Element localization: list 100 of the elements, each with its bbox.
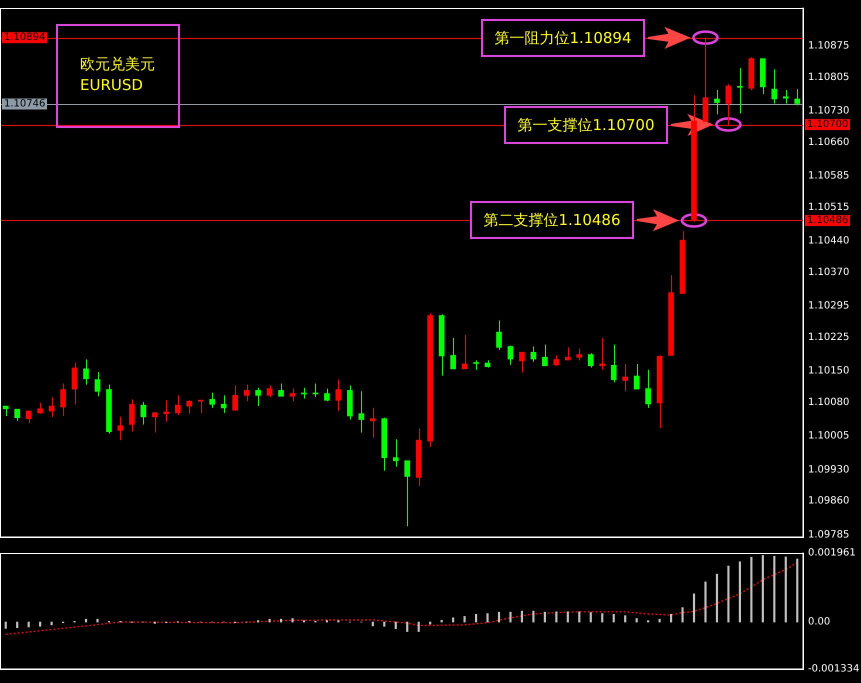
candlestick [266,384,272,398]
bar [474,614,478,622]
bar [566,611,569,622]
bar [636,618,638,622]
bar [716,574,718,622]
bar [464,616,466,622]
bar [727,566,730,622]
bar [658,618,661,622]
bar [509,612,512,622]
candlestick [152,411,158,434]
y-tick-label: 1.09785 [808,529,850,540]
bar [291,618,294,622]
candlestick [26,410,32,424]
candlestick [496,320,502,351]
y-tick-label: 1.10805 [808,72,850,84]
candlestick [610,344,617,383]
bar [280,618,282,622]
bar [16,622,18,628]
bar [418,622,420,632]
candlestick [794,88,800,106]
candlestick [140,402,146,425]
candlestick [244,384,250,402]
bar [692,594,696,622]
candlestick [290,388,296,402]
bar [555,611,558,622]
candlestick [255,387,261,407]
candlestick [473,360,479,370]
bar [429,622,432,624]
y-tick-label: 1.10440 [808,236,850,247]
candlestick [599,337,606,370]
candlestick [83,358,89,386]
bar [268,618,271,622]
text: 欧元兑美元 [80,54,156,75]
candlestick [220,394,227,414]
candlestick [576,348,582,361]
candlestick [771,68,778,104]
candlestick [186,400,192,414]
y-tick-label: 0.001961 [808,548,856,559]
candlestick [530,346,536,362]
candlestick [542,344,548,366]
candlestick [312,383,318,398]
bar [624,615,626,622]
candlestick [554,354,560,366]
bar [578,611,580,622]
candlestick [37,402,43,414]
ref-line-label: 1.10894 [4,32,46,44]
bar [39,622,42,627]
ref-line-label: 1.10486 [807,215,848,226]
bar [498,612,500,622]
candlestick [462,334,468,370]
y-tick-label: 1.10730 [808,106,850,117]
candlestick [301,387,307,399]
candlestick [232,384,238,411]
text: EURUSD [80,75,144,96]
y-tick-label: 1.10875 [808,40,850,52]
y-tick-label: 1.10585 [808,170,850,182]
bar [738,562,741,622]
y-tick-label: 1.10295 [808,300,850,312]
candlestick [519,352,525,373]
y-tick-label: 1.10005 [808,430,850,442]
candlestick [118,416,124,441]
bar [544,612,546,622]
candlestick [48,396,54,418]
candlestick [450,337,456,370]
candlestick [14,408,20,422]
candlestick [714,90,720,115]
candlestick [129,398,135,432]
candlestick [278,383,284,397]
bar [28,622,30,628]
y-tick-label: 1.10080 [808,397,850,408]
candlestick [634,363,640,390]
bar [96,618,99,622]
candlestick [164,400,170,422]
candlestick [72,362,78,405]
bar [4,622,7,629]
bar [704,582,707,622]
candlestick [645,369,651,408]
bar [612,614,615,622]
candlestick [358,390,364,434]
bar [532,610,534,622]
bar [681,607,684,622]
candlestick [60,383,66,416]
bar [670,614,672,622]
annotation: 第二支撑位1.10486 [470,201,634,239]
bar [394,622,397,630]
bar [750,556,752,622]
candlestick [174,394,181,416]
candlestick [588,352,594,368]
bar [406,622,408,632]
bar [762,555,764,622]
bar [383,622,386,627]
bar [796,558,798,622]
annotation: 第一阻力位1.10894 [481,19,645,57]
bar [372,622,374,626]
y-tick-label: 1.09860 [808,496,850,507]
candlestick [336,379,342,412]
ref-line-label: 1.10746 [4,98,46,110]
bar [440,620,443,622]
y-tick-label: 1.10225 [808,332,850,344]
bar [520,610,524,622]
